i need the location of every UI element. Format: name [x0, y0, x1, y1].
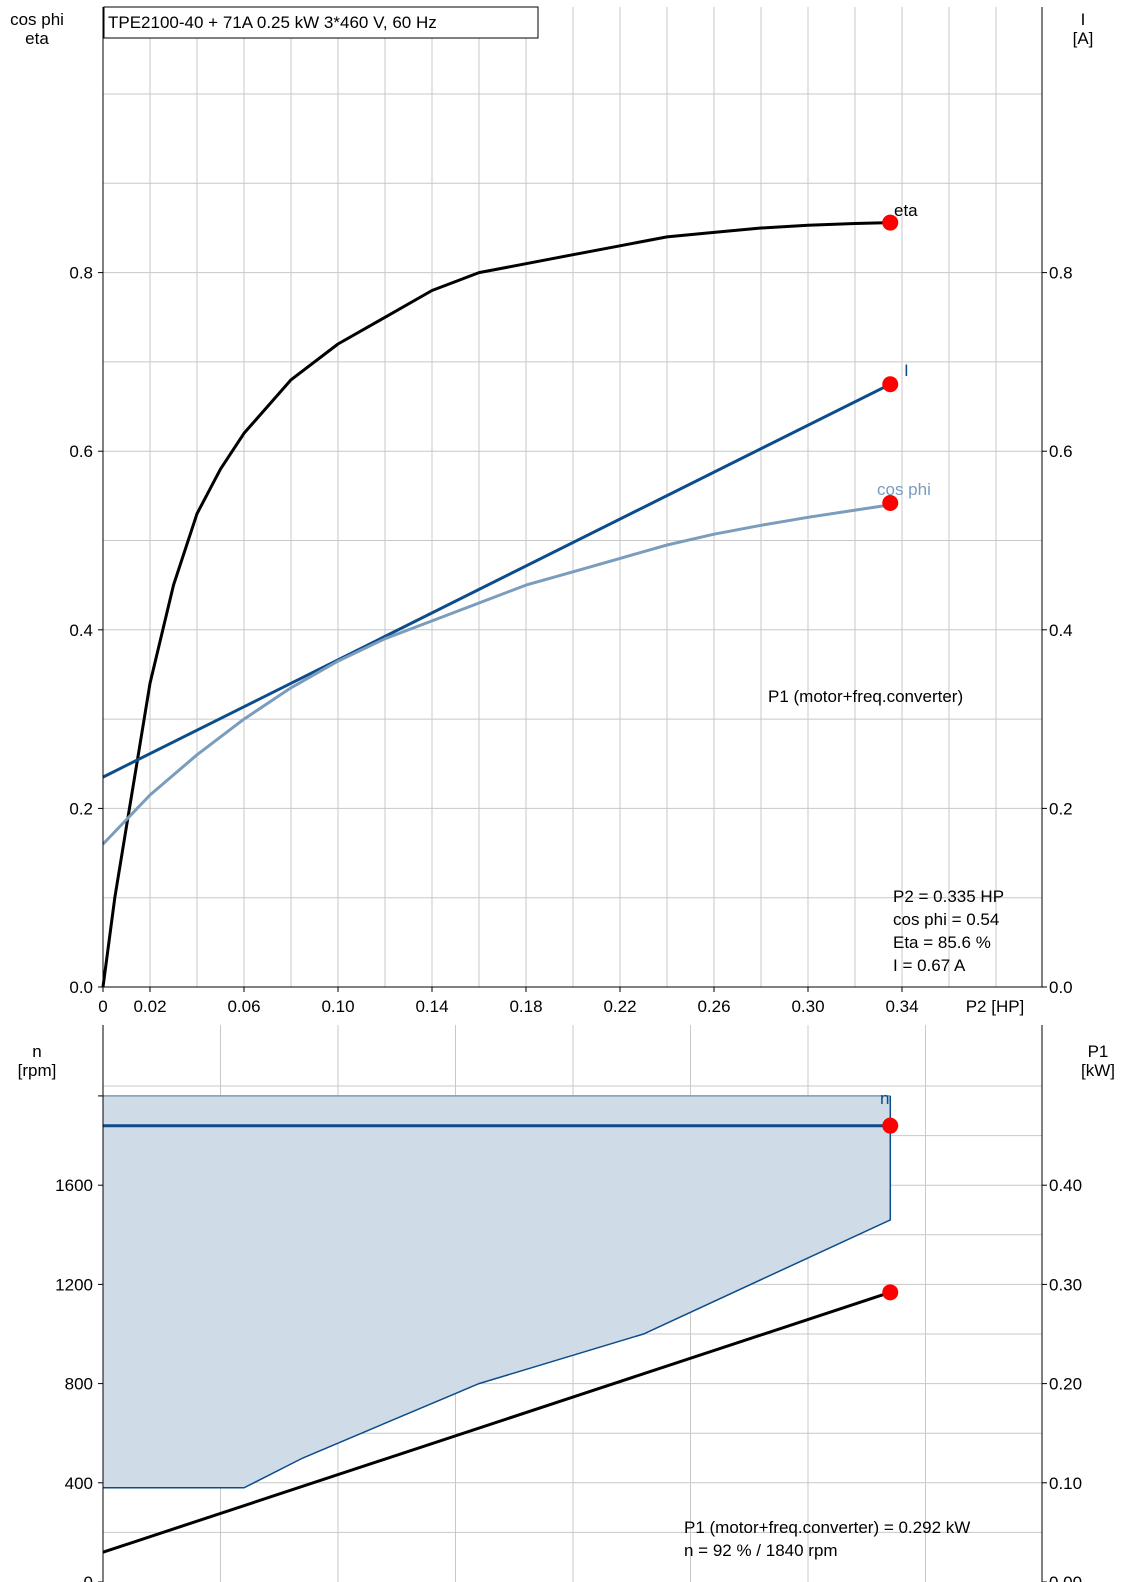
left-axis-label-cosphi: cos phi	[10, 10, 64, 29]
eta-curve	[101, 221, 891, 988]
bottom-right-axis-label-kw: [kW]	[1081, 1061, 1115, 1080]
y-tick-label: 0.8	[69, 264, 93, 283]
x-tick-label: 0.10	[321, 997, 354, 1016]
x-tick-label: 0.26	[697, 997, 730, 1016]
right-y-tick-label: 0.0	[1049, 978, 1073, 997]
right-y-tick-label: 0.2	[1049, 799, 1073, 818]
bottom-right-y-tick-label: 0.00	[1049, 1573, 1082, 1582]
y-tick-label: 0.0	[69, 978, 93, 997]
right-axis-label-i: I	[1081, 10, 1086, 29]
cosphi-marker	[882, 494, 899, 511]
speed-marker	[882, 1117, 899, 1134]
x-tick-label: 0.22	[603, 997, 636, 1016]
annotation-p2: P2 = 0.335 HP	[893, 887, 1004, 906]
x-tick-label: 0.02	[133, 997, 166, 1016]
bottom-left-axis-label-n: n	[32, 1042, 41, 1061]
axis-layer: 0.0 0.0 0.2 0.2 0.4 0.4 0.6 0.6 0.8 0.8 0 0.02 0.06 0…	[55, 7, 1082, 1582]
y-tick-label: 0.2	[69, 799, 93, 818]
x-tick-label: 0.06	[227, 997, 260, 1016]
operating-range-area	[103, 1095, 891, 1488]
x-tick-label: 0.30	[791, 997, 824, 1016]
annotation-eta: Eta = 85.6 %	[893, 933, 991, 952]
current-curve	[102, 382, 891, 779]
bottom-right-y-tick-label: 0.40	[1049, 1176, 1082, 1195]
chart-title: TPE2100-40 + 71A 0.25 kW 3*460 V, 60 Hz	[108, 13, 437, 32]
left-axis-label-eta: eta	[25, 29, 49, 48]
bottom-right-y-tick-label: 0.20	[1049, 1375, 1082, 1394]
series-label-i: I	[904, 361, 909, 380]
eta-marker	[882, 214, 899, 231]
label-layer: TPE2100-40 + 71A 0.25 kW 3*460 V, 60 Hz …	[10, 6, 1115, 1560]
x-tick-label: 0.14	[415, 997, 448, 1016]
bottom-right-y-tick-label: 0.30	[1049, 1275, 1082, 1294]
bottom-right-axis-label-p1: P1	[1088, 1042, 1109, 1061]
grid-layer	[103, 7, 1042, 1582]
data-layer	[101, 214, 899, 1554]
x-tick-label: 0	[98, 997, 107, 1016]
right-y-tick-label: 0.8	[1049, 264, 1073, 283]
series-label-eta: eta	[894, 201, 918, 220]
current-marker	[882, 376, 899, 393]
bottom-y-tick-label: 0	[84, 1573, 93, 1582]
annotation-cosphi: cos phi = 0.54	[893, 910, 999, 929]
annotation-p1: P1 (motor+freq.converter) = 0.292 kW	[684, 1518, 970, 1537]
annotation-i: I = 0.67 A	[893, 956, 966, 975]
x-axis-label: P2 [HP]	[966, 997, 1025, 1016]
series-label-cosphi: cos phi	[877, 480, 931, 499]
p1-line	[102, 1290, 891, 1554]
bottom-y-tick-label: 1200	[55, 1275, 93, 1294]
y-tick-label: 0.6	[69, 442, 93, 461]
right-axis-label-a: [A]	[1073, 29, 1094, 48]
title-box	[103, 6, 539, 39]
bottom-y-tick-label: 800	[65, 1375, 93, 1394]
series-label-p1: P1 (motor+freq.converter)	[768, 687, 963, 706]
bottom-y-tick-label: 400	[65, 1474, 93, 1493]
cosphi-curve	[101, 503, 891, 846]
bottom-y-tick-label: 1600	[55, 1176, 93, 1195]
p1-marker	[882, 1284, 899, 1301]
x-tick-label: 0.34	[885, 997, 918, 1016]
annotation-n: n = 92 % / 1840 rpm	[684, 1541, 838, 1560]
operating-range-lower-edge	[103, 1095, 892, 1489]
bottom-left-axis-label-rpm: [rpm]	[18, 1061, 57, 1080]
series-label-n: n	[880, 1089, 889, 1108]
x-tick-label: 0.18	[509, 997, 542, 1016]
y-tick-label: 0.4	[69, 621, 93, 640]
right-y-tick-label: 0.6	[1049, 442, 1073, 461]
bottom-right-y-tick-label: 0.10	[1049, 1474, 1082, 1493]
right-y-tick-label: 0.4	[1049, 621, 1073, 640]
